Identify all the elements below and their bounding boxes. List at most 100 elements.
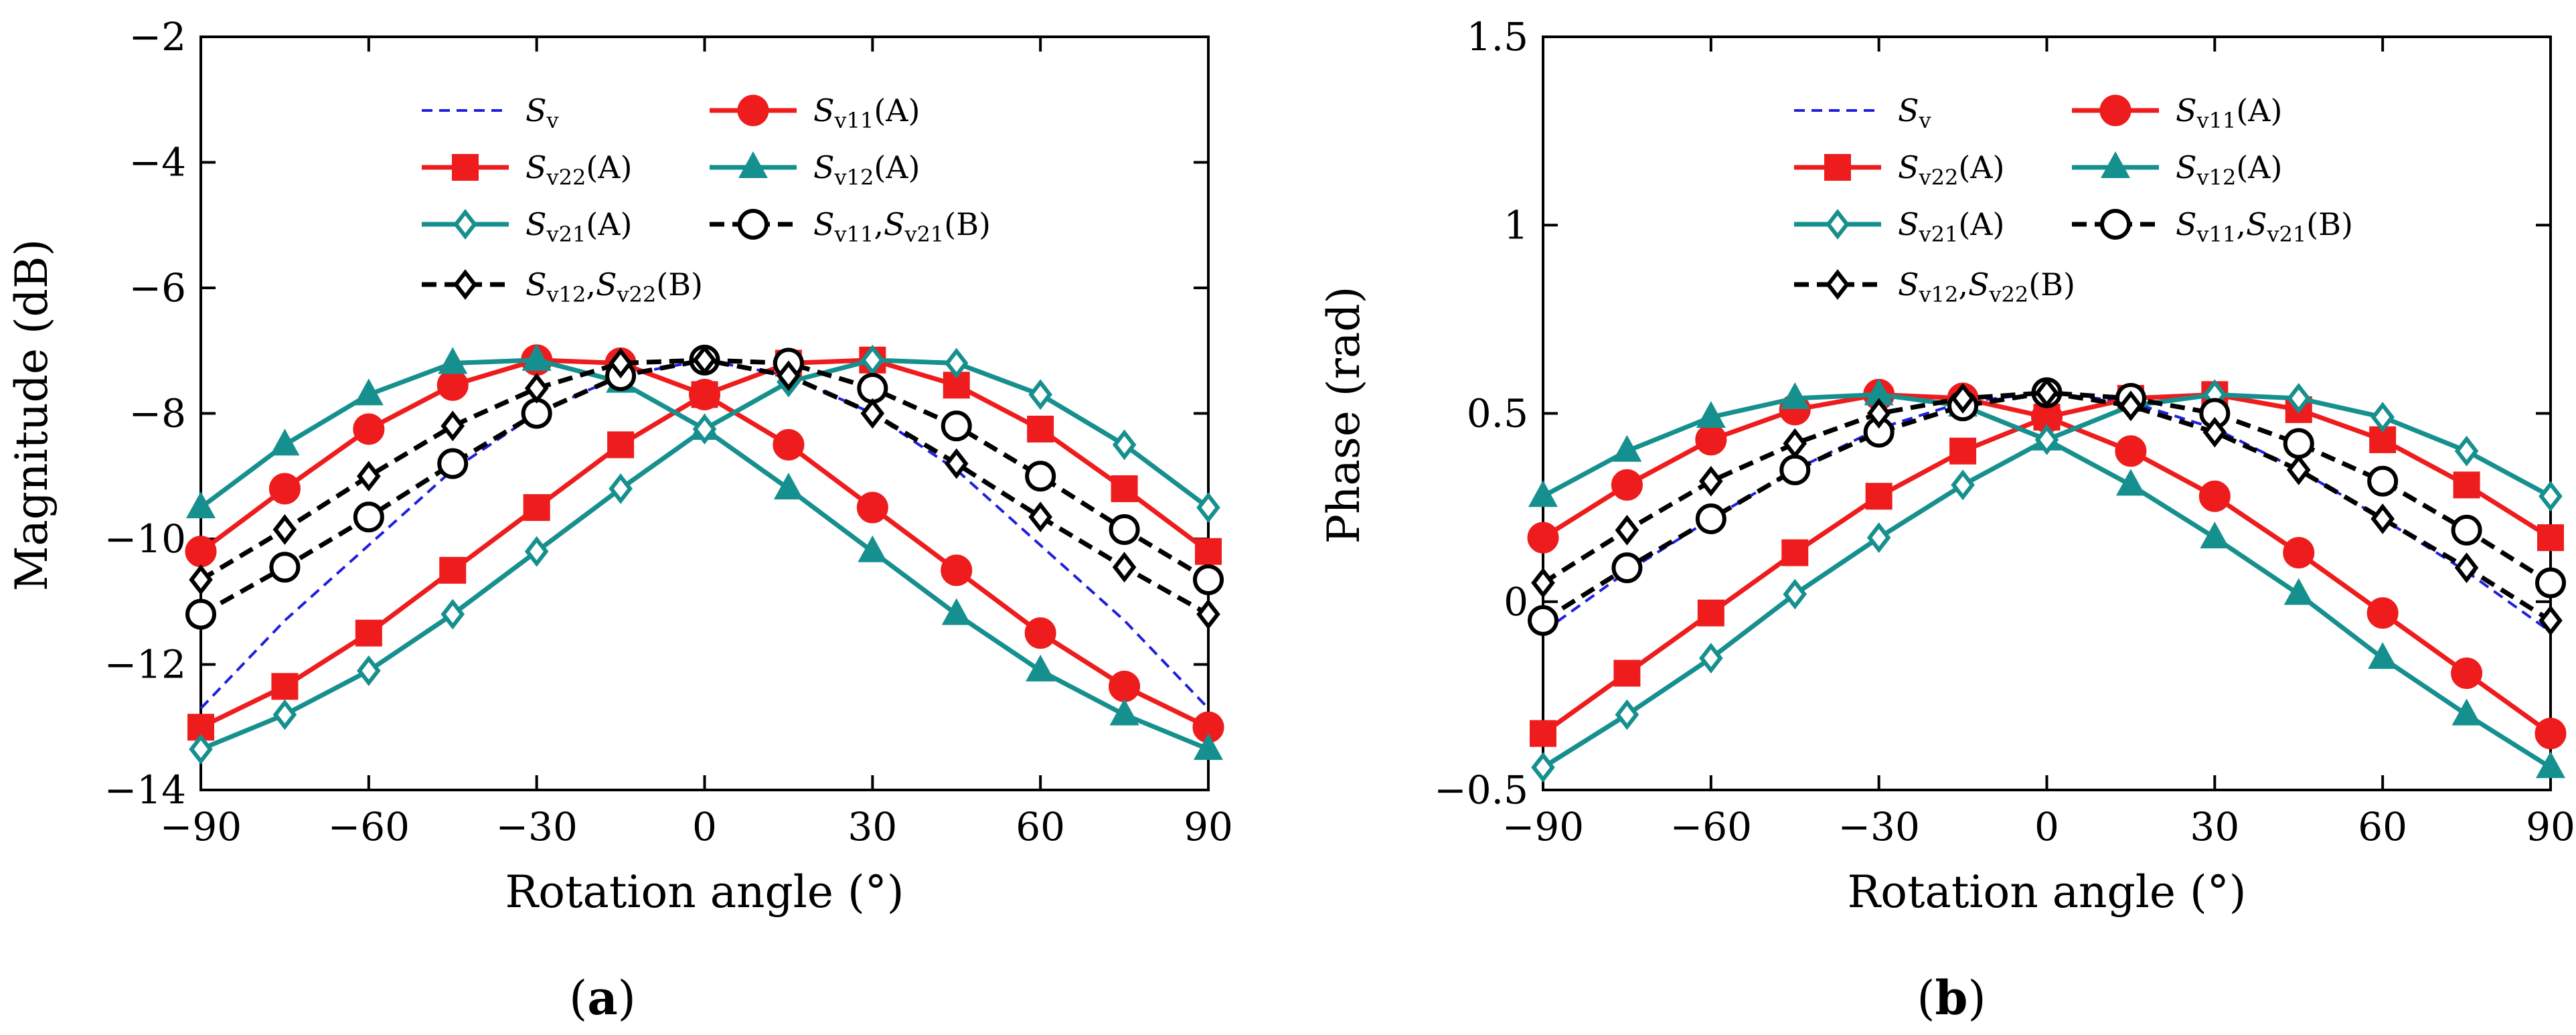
y-tick-label: −6 [129,265,187,311]
data-point [1779,454,1811,485]
x-tick-label: 30 [848,804,897,850]
data-point [2286,383,2311,414]
data-point [189,564,213,595]
data-point [1528,605,1558,636]
data-point [1697,599,1724,627]
legend-label: Sv11,Sv21(B) [2176,206,2353,247]
legend-marker [2099,94,2131,127]
data-point [2368,642,2398,669]
data-point [2537,524,2564,552]
legend-marker [2101,151,2130,178]
data-point [269,552,301,583]
y-tick-label: −0.5 [1434,767,1528,813]
data-point [272,514,297,545]
data-point [1109,698,1139,726]
data-point [1109,513,1140,545]
data-point [1528,480,1558,507]
data-point [1865,483,1893,510]
data-point [524,373,549,404]
data-point [2200,522,2230,549]
x-tick-label: −60 [1670,804,1752,850]
data-point [944,347,969,379]
data-point [353,378,384,406]
x-tick-label: −30 [495,804,577,850]
data-point [941,598,971,625]
data-point [353,413,385,445]
data-point [1695,503,1726,534]
data-point [436,369,469,401]
data-point [2286,454,2311,485]
series-Sv12,Sv22(B) [1531,377,2563,636]
x-axis-label: Rotation angle (°) [505,866,904,918]
data-point [1699,465,1723,497]
data-point [1531,752,1555,783]
data-point [2535,567,2566,599]
data-point [607,431,635,459]
legend-marker [738,209,769,240]
data-point [1193,564,1224,595]
data-point [1615,699,1639,730]
legend-entry: Sv22(A) [422,149,632,190]
data-point [1864,378,1894,406]
y-tick-label: 0.5 [1467,391,1528,436]
legend-marker [1826,269,1850,300]
data-point [268,473,301,505]
data-point [438,347,468,374]
series-Sv11(A) [1527,378,2567,750]
data-point [1028,501,1052,533]
data-point [1527,522,1559,554]
data-point [609,473,633,504]
data-point [2115,435,2147,467]
data-point [609,347,633,379]
series-Sv22(A) [187,346,1222,741]
data-point [1024,617,1056,649]
data-point [353,501,384,533]
legend-label: Sv21(A) [1898,206,2004,247]
legend-entry: Sv [422,92,559,133]
data-point [2370,402,2395,433]
legend: Sv Sv11(A) Sv22(A) Sv12(A) Sv21(A) Sv11,Sv21(… [1794,92,2353,307]
legend-label: Sv12(A) [2176,149,2282,190]
legend-label: Sv12,Sv22(B) [526,266,703,307]
data-point [1611,469,1643,501]
data-point [856,491,888,524]
legend-entry: Sv12(A) [710,149,920,190]
data-point [186,491,216,519]
data-point [357,461,381,492]
data-point [2283,578,2314,605]
data-point [189,734,213,765]
data-point [2034,424,2059,455]
data-point [1531,567,1555,599]
data-point [777,360,801,392]
data-point [2283,428,2314,459]
legend-marker [1826,209,1850,240]
y-tick-label: 1.5 [1467,14,1528,60]
y-tick-label: −2 [129,14,187,60]
legend-entry: Sv21(A) [422,206,632,247]
legend-label: Sv22(A) [1898,149,2004,190]
data-point [357,655,381,686]
data-point [1866,522,1891,554]
legend-entry: Sv11(A) [710,92,920,133]
data-point [941,554,973,586]
data-point [2451,698,2482,726]
data-point [2536,751,2565,779]
data-point [1194,733,1223,761]
y-tick-label: −10 [104,516,186,562]
data-point [2370,503,2395,534]
y-tick-label: −12 [104,642,186,688]
data-point [521,343,552,371]
data-point [270,428,300,456]
legend-entry: Sv22(A) [1794,149,2004,190]
x-tick-label: 0 [2034,804,2059,850]
y-tick-label: −4 [129,140,187,185]
data-point [1951,383,1975,414]
data-point [773,473,803,499]
data-point [691,381,718,408]
data-point [944,448,969,479]
legend-entry: Sv12,Sv22(B) [422,266,703,307]
data-point [1111,475,1138,502]
data-point [1109,670,1141,702]
data-point [2539,605,2563,636]
x-tick-label: 30 [2190,804,2239,850]
